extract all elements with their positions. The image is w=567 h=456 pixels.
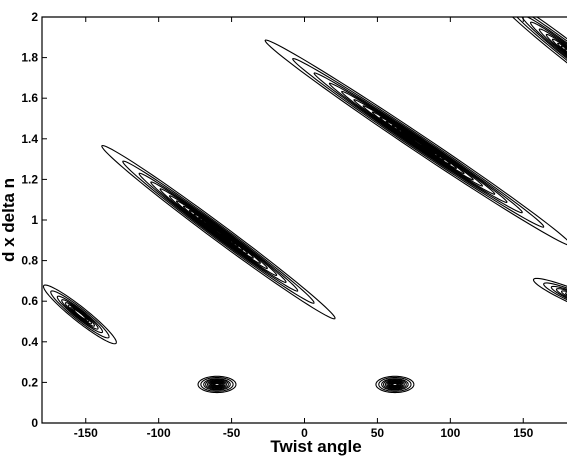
band-3-level-2 — [138, 172, 299, 292]
band-4-level-1 — [292, 58, 545, 228]
band-7-level-4 — [560, 290, 567, 297]
band-7-level-1 — [543, 282, 567, 301]
y-tick-label: 1.4 — [21, 132, 38, 146]
y-axis-ticks: 0 0.2 0.4 0.6 0.8 1 1.2 1.4 1.6 1.8 2 — [21, 10, 47, 430]
band-5-level-0 — [42, 284, 117, 345]
y-tick-label: 0 — [31, 416, 38, 430]
band-5-level-8 — [73, 309, 87, 320]
band-7-level-2 — [550, 285, 567, 299]
band-4-level-4 — [341, 90, 496, 195]
band-6-level-8 — [560, 45, 567, 54]
band-3-level-9 — [193, 213, 244, 251]
x-tick-label: 0 — [301, 426, 308, 440]
band-5-level-5 — [67, 304, 93, 325]
plot-frame — [41, 16, 567, 424]
peak-1-level-5 — [208, 380, 226, 389]
band-4-level-5 — [353, 99, 484, 187]
x-tick-label: -150 — [74, 426, 98, 440]
x-tick-label: 150 — [513, 426, 533, 440]
x-tick-label: 50 — [371, 426, 385, 440]
band-4-level-9 — [385, 120, 451, 166]
y-tick-label: 2 — [31, 10, 38, 24]
band-7-level-3 — [555, 288, 567, 299]
band-6-level-4 — [538, 28, 567, 57]
x-tick-label: -100 — [147, 426, 171, 440]
band-3-level-0 — [101, 144, 336, 320]
band-3-level-6 — [175, 200, 261, 264]
y-tick-label: 1 — [31, 213, 38, 227]
band-4-level-2 — [313, 72, 523, 214]
x-tick-label: -50 — [223, 426, 241, 440]
peak-2-level-5 — [386, 380, 404, 389]
peak-1-level-2 — [203, 378, 231, 391]
x-axis-title: Twist angle — [270, 437, 361, 456]
band-4-level-10 — [391, 124, 445, 161]
contour-lines — [42, 17, 567, 394]
y-tick-label: 0.8 — [21, 254, 38, 268]
band-7-level-5 — [565, 292, 567, 296]
band-6-level-3 — [529, 21, 567, 58]
peak-2-level-4 — [384, 379, 405, 390]
y-tick-label: 0.2 — [21, 375, 38, 389]
peak-1-level-11 — [214, 382, 220, 386]
band-5-level-4 — [64, 302, 96, 327]
band-6-level-9 — [564, 48, 567, 53]
band-3-level-4 — [159, 188, 278, 277]
band-4-level-3 — [328, 82, 508, 204]
peak-1-level-0 — [197, 375, 237, 394]
band-4-level-0 — [264, 39, 567, 246]
y-axis-title: d x delta n — [0, 178, 18, 262]
band-5-level-1 — [50, 290, 110, 339]
peak-2-level-11 — [392, 382, 398, 386]
band-3-level-8 — [188, 209, 249, 255]
band-6-level-7 — [557, 42, 567, 54]
peak-1-level-3 — [205, 379, 229, 390]
band-4-level-8 — [379, 116, 458, 170]
band-4-level-14 — [406, 135, 430, 151]
x-tick-label: 100 — [440, 426, 460, 440]
y-tick-label: 1.8 — [21, 51, 38, 65]
band-5-level-2 — [56, 295, 104, 334]
band-5-level-3 — [61, 299, 99, 330]
y-tick-label: 1.2 — [21, 172, 38, 186]
axes-frame — [41, 16, 567, 424]
band-3-level-14 — [209, 225, 228, 239]
band-4-level-6 — [362, 105, 474, 181]
peak-1-level-4 — [206, 379, 228, 390]
band-7-level-0 — [532, 277, 567, 303]
peak-2-level-1 — [378, 376, 412, 392]
y-tick-label: 1.6 — [21, 91, 38, 105]
peak-1-level-1 — [200, 376, 234, 392]
band-3-level-3 — [150, 181, 287, 283]
y-tick-label: 0.4 — [21, 335, 38, 349]
band-3-level-1 — [122, 160, 315, 304]
peak-2-level-2 — [381, 378, 409, 391]
band-6-level-5 — [545, 33, 567, 56]
band-6-level-0 — [511, 17, 567, 64]
y-tick-label: 0.6 — [21, 294, 38, 308]
x-axis-ticks: -150 -100 -50 0 50 100 150 — [74, 17, 534, 440]
peak-2-level-0 — [375, 375, 415, 394]
peak-2-level-3 — [382, 379, 407, 390]
band-3-level-5 — [168, 195, 268, 270]
band-6-level-6 — [551, 38, 567, 55]
